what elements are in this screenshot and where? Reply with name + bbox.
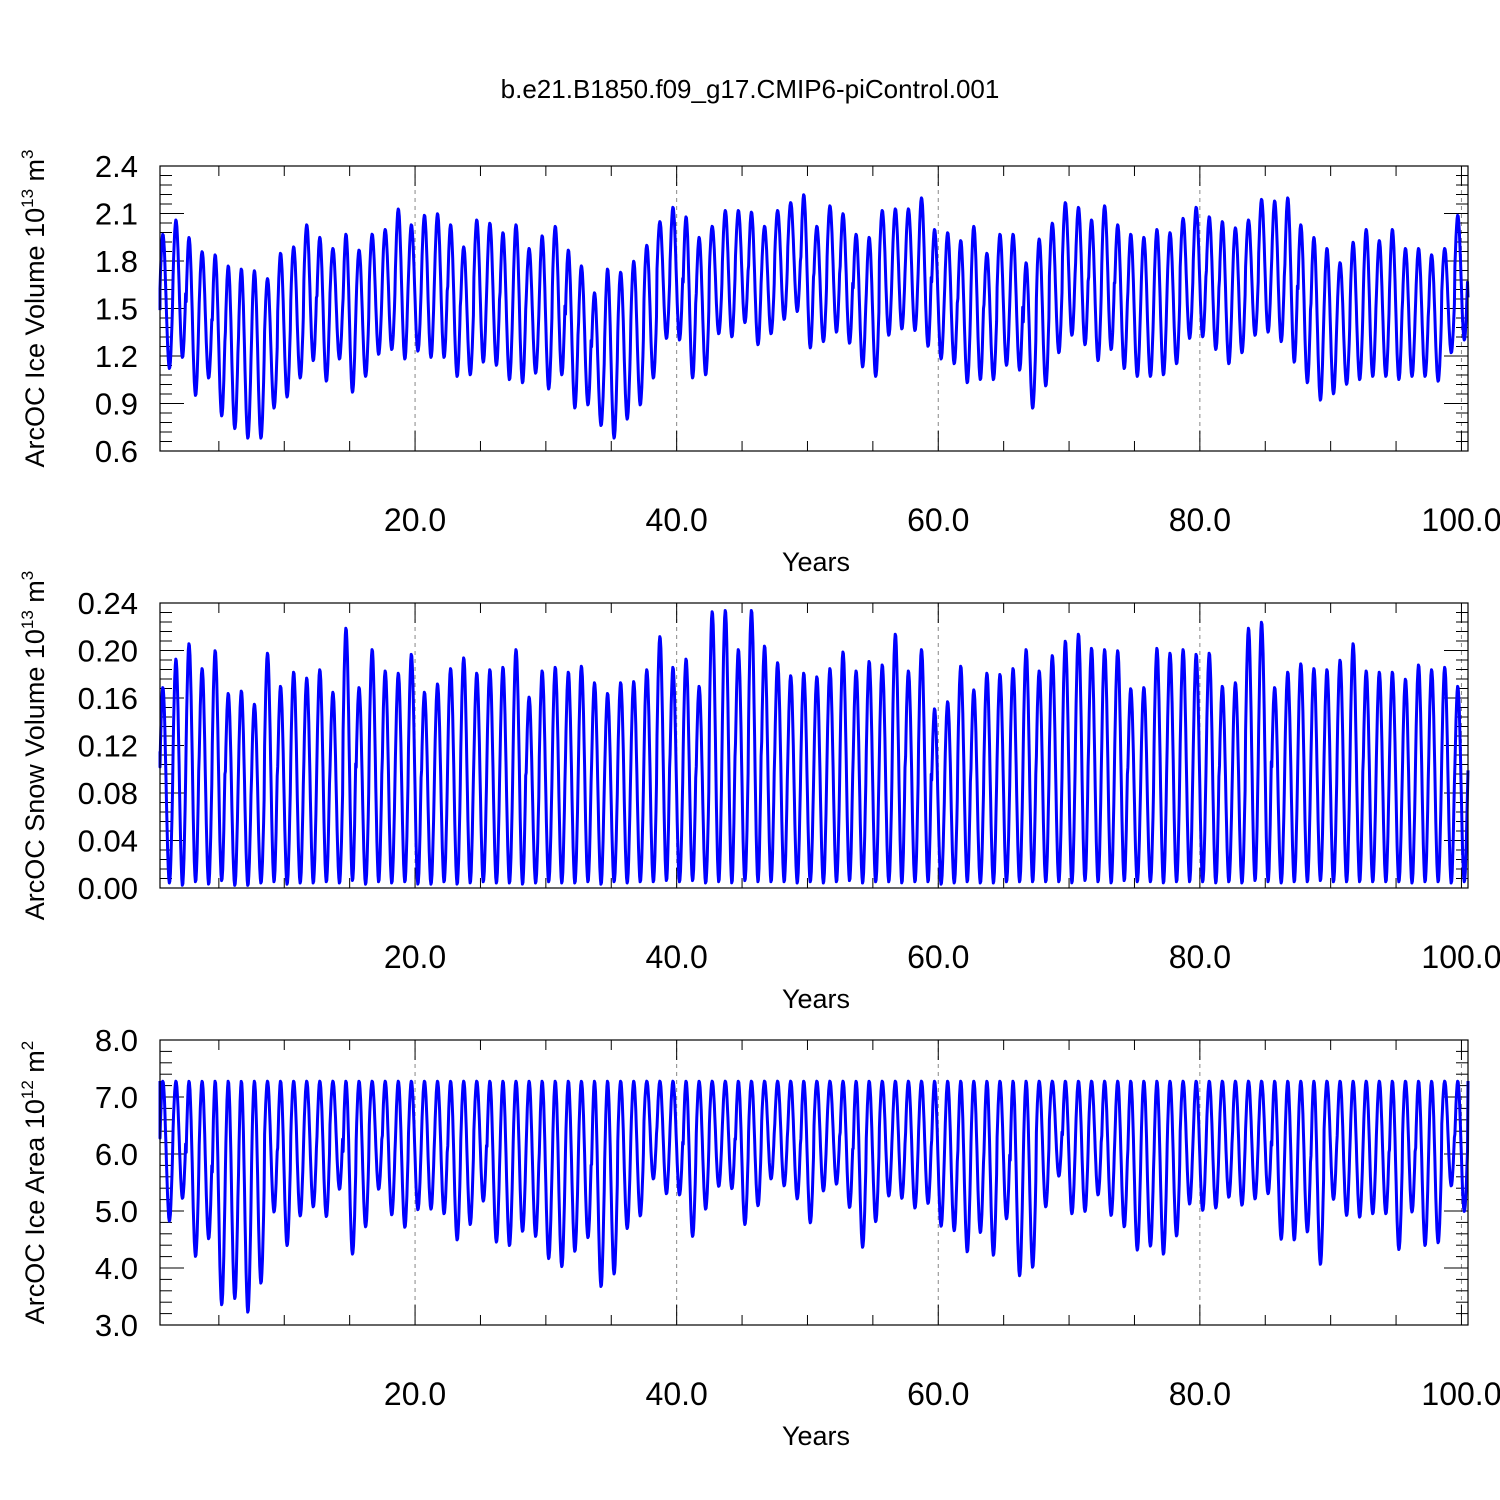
x-tick-label: 80.0 bbox=[1169, 502, 1231, 538]
plot-frame bbox=[159, 1039, 1469, 1326]
x-tick-label: 20.0 bbox=[384, 1376, 446, 1412]
y-tick-label: 0.20 bbox=[78, 634, 138, 669]
x-tick-label: 40.0 bbox=[646, 502, 708, 538]
x-tick-label: 60.0 bbox=[907, 502, 969, 538]
y-axis-label: ArcOC Ice Volume 1013 m3 bbox=[18, 149, 50, 467]
series-line bbox=[158, 609, 1470, 887]
x-tick-label: 100.0 bbox=[1421, 1376, 1500, 1412]
x-tick-label: 20.0 bbox=[384, 939, 446, 975]
y-tick-label: 2.4 bbox=[95, 149, 138, 184]
x-tick-label: 80.0 bbox=[1169, 939, 1231, 975]
x-axis-label: Years bbox=[782, 984, 850, 1014]
x-tick-label: 80.0 bbox=[1169, 1376, 1231, 1412]
chart-panel-2: 0.00 0.04 0.08 0.12 0.16 0.20 0.24 20.0 40.0 60.0… bbox=[18, 571, 1500, 1014]
y-axis-label-unit-exponent: 2 bbox=[18, 1041, 37, 1050]
y-tick-label: 4.0 bbox=[95, 1251, 138, 1286]
series-line bbox=[158, 1079, 1470, 1314]
y-axis-label: ArcOC Snow Volume 1013 m3 bbox=[18, 571, 50, 921]
y-axis-label-exponent: 13 bbox=[18, 610, 37, 629]
x-tick-label: 100.0 bbox=[1421, 939, 1500, 975]
y-axis-label-exponent: 12 bbox=[18, 1080, 37, 1099]
y-axis-label-text: ArcOC Ice Area 10 bbox=[20, 1099, 50, 1324]
plot-frame bbox=[159, 165, 1469, 452]
x-tick-label: 60.0 bbox=[907, 939, 969, 975]
y-axis-label-unit-exponent: 3 bbox=[18, 149, 37, 158]
y-axis-label-unit: m bbox=[20, 580, 50, 610]
panels: 0.6 0.9 1.2 1.5 1.8 2.1 2.4 20.0 40.0 60.0 80.0 100… bbox=[18, 149, 1500, 1451]
y-tick-label: 0.08 bbox=[78, 776, 138, 811]
x-tick-label: 40.0 bbox=[646, 1376, 708, 1412]
x-tick-label: 40.0 bbox=[646, 939, 708, 975]
x-axis-label: Years bbox=[782, 547, 850, 577]
y-tick-label: 1.5 bbox=[95, 292, 138, 327]
y-tick-label: 0.16 bbox=[78, 681, 138, 716]
y-tick-label: 2.1 bbox=[95, 197, 138, 232]
y-tick-label: 7.0 bbox=[95, 1080, 138, 1115]
y-tick-label: 5.0 bbox=[95, 1194, 138, 1229]
y-tick-label: 6.0 bbox=[95, 1137, 138, 1172]
x-tick-label: 60.0 bbox=[907, 1376, 969, 1412]
plot-frame bbox=[159, 602, 1469, 889]
y-axis-label-unit: m bbox=[20, 159, 50, 189]
x-tick-label: 20.0 bbox=[384, 502, 446, 538]
y-tick-label: 8.0 bbox=[95, 1023, 138, 1058]
y-tick-label: 0.12 bbox=[78, 729, 138, 764]
y-axis-label-text: ArcOC Ice Volume 10 bbox=[20, 208, 50, 468]
x-tick-label: 100.0 bbox=[1421, 502, 1500, 538]
y-tick-label: 0.6 bbox=[95, 434, 138, 469]
y-tick-label: 1.8 bbox=[95, 244, 138, 279]
y-axis-label-exponent: 13 bbox=[18, 189, 37, 208]
chart-panel-3: 3.0 4.0 5.0 6.0 7.0 8.0 20.0 40.0 60.0 80.0 100.0 Y… bbox=[18, 1023, 1500, 1451]
figure-title: b.e21.B1850.f09_g17.CMIP6-piControl.001 bbox=[501, 74, 1000, 104]
y-tick-label: 0.24 bbox=[78, 586, 138, 621]
y-axis-label-text: ArcOC Snow Volume 10 bbox=[20, 629, 50, 920]
y-axis-label-unit: m bbox=[20, 1050, 50, 1080]
y-tick-label: 1.2 bbox=[95, 339, 138, 374]
y-tick-label: 0.04 bbox=[78, 824, 138, 859]
x-axis-label: Years bbox=[782, 1421, 850, 1451]
y-tick-label: 3.0 bbox=[95, 1308, 138, 1343]
y-axis-label-unit-exponent: 3 bbox=[18, 571, 37, 580]
series-line bbox=[158, 193, 1470, 440]
y-tick-label: 0.9 bbox=[95, 387, 138, 422]
y-axis-label: ArcOC Ice Area 1012 m2 bbox=[18, 1041, 50, 1325]
y-tick-label: 0.00 bbox=[78, 871, 138, 906]
chart-panel-1: 0.6 0.9 1.2 1.5 1.8 2.1 2.4 20.0 40.0 60.0 80.0 100… bbox=[18, 149, 1500, 577]
